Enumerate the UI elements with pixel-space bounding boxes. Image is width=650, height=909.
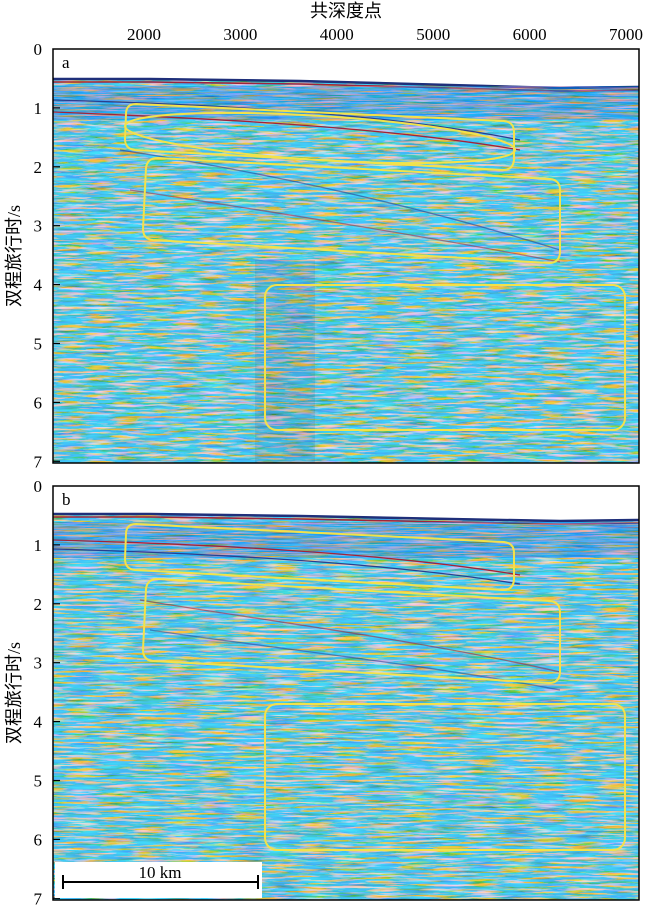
panel-b-box-deep: [264, 703, 626, 851]
top-axis-title: 共深度点: [310, 1, 382, 21]
y-axis-tick-label: 6: [34, 830, 43, 849]
panel-a: a 0 1 2 3 4 5 6 7 双程旅行时/s: [4, 40, 639, 471]
panel-a-water-column: [53, 49, 639, 87]
y-axis-tick-label: 0: [34, 40, 43, 59]
y-axis-tick-label: 4: [34, 276, 43, 295]
panel-a-box-shallow-outline: [123, 102, 515, 172]
panel-b: b 0 1 2 3 4 5 6 7 双程旅行时/s 10 km: [4, 477, 640, 908]
y-axis-tick-label: 7: [34, 889, 43, 908]
y-axis-tick-label: 5: [34, 772, 43, 791]
panel-b-box-shallow: [123, 522, 515, 592]
top-axis-ticks: 2000 3000 4000 5000 6000 7000: [127, 25, 643, 493]
panel-b-label: b: [62, 490, 71, 509]
scale-bar-background: [55, 862, 262, 898]
scale-bar-label: 10 km: [139, 863, 182, 882]
panel-a-ylabel: 双程旅行时/s: [4, 205, 24, 307]
top-axis-tick-label: 2000: [127, 25, 161, 44]
y-axis-tick-label: 5: [34, 335, 43, 354]
y-axis-tick-label: 1: [34, 536, 43, 555]
panel-b-ylabel: 双程旅行时/s: [4, 642, 24, 744]
y-axis-tick-label: 6: [34, 393, 43, 412]
panel-a-frame: [52, 48, 640, 464]
y-axis-tick-label: 4: [34, 713, 43, 732]
panel-b-seismic-texture: [53, 513, 639, 900]
top-axis-tick-label: 7000: [609, 25, 643, 44]
panel-a-seismic-texture: [53, 78, 639, 463]
panel-a-box-middle: [141, 156, 561, 265]
panel-a-reflectors: [53, 99, 561, 263]
panel-b-frame: [52, 485, 640, 901]
panel-a-box-deep: [264, 284, 626, 431]
y-axis-tick-label: 2: [34, 158, 43, 177]
panel-b-yaxis-ticks: 0 1 2 3 4 5 6 7: [34, 477, 60, 908]
top-axis-tick-label: 5000: [416, 25, 450, 44]
top-axis-tick-label: 6000: [513, 25, 547, 44]
y-axis-tick-label: 2: [34, 595, 43, 614]
panel-a-yaxis-ticks: 0 1 2 3 4 5 6 7: [34, 40, 60, 471]
panel-b-seafloor: [53, 512, 639, 523]
top-axis-tick-label: 4000: [320, 25, 354, 44]
y-axis-tick-label: 0: [34, 477, 43, 496]
y-axis-tick-label: 7: [34, 452, 43, 471]
scale-bar: 10 km: [55, 862, 262, 898]
top-axis-tick-label: 3000: [223, 25, 257, 44]
y-axis-tick-label: 1: [34, 99, 43, 118]
y-axis-tick-label: 3: [34, 654, 43, 673]
panel-a-label: a: [62, 53, 70, 72]
panel-b-water-column: [53, 486, 639, 520]
panel-b-box-middle: [141, 577, 561, 685]
y-axis-tick-label: 3: [34, 217, 43, 236]
